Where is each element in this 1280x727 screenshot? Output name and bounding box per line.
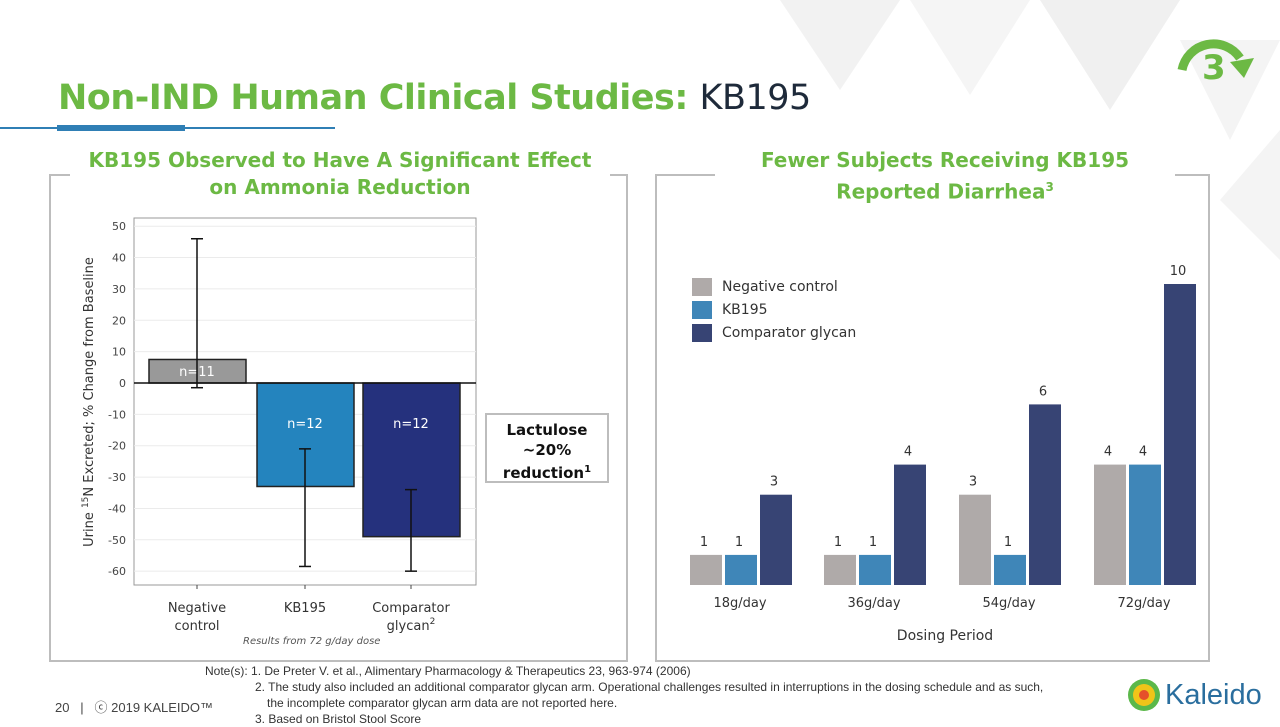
page-title: Non-IND Human Clinical Studies: KB195	[58, 78, 811, 118]
y-tick-label: 10	[112, 346, 126, 359]
y-tick-label: 40	[112, 252, 126, 265]
y-tick-label: 30	[112, 283, 126, 296]
bar	[725, 554, 757, 585]
title-rule-accent	[57, 125, 185, 131]
lactulose-callout: Lactulose ~20% reduction1	[485, 413, 609, 483]
x-tick-label: 36g/day	[847, 596, 900, 611]
legend: Negative control KB195 Comparator glycan	[692, 278, 856, 347]
data-label: 4	[1139, 445, 1147, 460]
bar	[690, 554, 722, 585]
diarrhea-chart: 1 1 3 18g/day 1 1 4 36g/day 3 1 6 54g/day 4 4 10 72g/da…	[690, 264, 1196, 644]
y-tick-label: -50	[108, 534, 126, 547]
bar	[1164, 284, 1196, 585]
y-axis-label: Urine 15N Excreted; % Change from Baseli…	[81, 257, 97, 547]
data-label: 3	[969, 475, 977, 490]
y-tick-label: -30	[108, 471, 126, 484]
left-panel-title: KB195 Observed to Have A Significant Eff…	[70, 147, 610, 201]
x-tick-label: 18g/day	[713, 596, 766, 611]
legend-item: Comparator glycan	[692, 324, 856, 342]
right-panel-title: Fewer Subjects Receiving KB195 Reported …	[715, 147, 1175, 206]
bar	[1029, 404, 1061, 585]
footer: 20 | ⓒ 2019 KALEIDO™	[55, 700, 214, 715]
y-tick-label: -40	[108, 502, 126, 515]
bar	[859, 554, 891, 585]
bar	[959, 494, 991, 585]
bar	[894, 464, 926, 585]
x-tick-label: 72g/day	[1117, 596, 1170, 611]
data-label: 1	[1004, 535, 1012, 550]
data-label: 1	[834, 535, 842, 550]
x-tick-label: KB195	[284, 601, 326, 616]
kaleido-logo: Kaleido	[1127, 678, 1262, 712]
bar-label: n=12	[287, 417, 323, 432]
data-label: 1	[869, 535, 877, 550]
bar	[1094, 464, 1126, 585]
bar	[760, 494, 792, 585]
data-label: 4	[904, 445, 912, 460]
y-tick-label: 50	[112, 220, 126, 233]
legend-item: KB195	[692, 301, 856, 319]
notes: Note(s): 1. De Preter V. et al., Aliment…	[205, 664, 1044, 726]
x-tick-label: Negative control	[168, 601, 226, 634]
data-label: 3	[770, 475, 778, 490]
y-tick-label: 0	[119, 377, 126, 390]
y-tick-label: -60	[108, 565, 126, 578]
x-tick-label: Comparator glycan2	[372, 601, 450, 634]
ammonia-chart: 50403020100-10-20-30-40-50-60n=11Negativ…	[81, 217, 477, 634]
y-tick-label: -10	[108, 408, 126, 421]
data-label: 6	[1039, 384, 1047, 399]
bar	[824, 554, 856, 585]
kaleido-logo-icon	[1128, 679, 1160, 711]
bar-label: n=12	[393, 417, 429, 432]
bar	[994, 554, 1026, 585]
y-tick-label: 20	[112, 314, 126, 327]
badge-number: 3	[1202, 48, 1226, 88]
x-axis-label: Dosing Period	[897, 628, 993, 644]
data-label: 10	[1170, 264, 1187, 279]
chart-caption: Results from 72 g/day dose	[243, 636, 381, 647]
x-tick-label: 54g/day	[982, 596, 1035, 611]
bar	[1129, 464, 1161, 585]
data-label: 1	[700, 535, 708, 550]
y-tick-label: -20	[108, 440, 126, 453]
data-label: 4	[1104, 445, 1112, 460]
step-badge: 3	[1168, 18, 1264, 88]
circular-arrow-icon	[1177, 39, 1254, 78]
data-label: 1	[735, 535, 743, 550]
legend-item: Negative control	[692, 278, 856, 296]
